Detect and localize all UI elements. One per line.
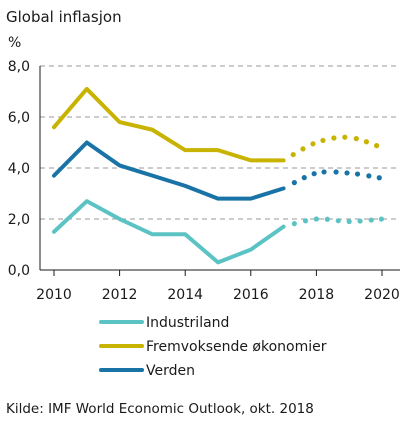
forecast-point: [344, 170, 350, 176]
x-tick-label: 2010: [36, 287, 72, 303]
axes: 0,0 2,0 4,0 6,0 8,0 2010 2012 2014 2016 2018 2020: [8, 59, 400, 303]
forecast-point: [363, 139, 370, 145]
forecast-point: [354, 171, 361, 177]
forecast-point: [310, 141, 316, 147]
y-tick-label: 4,0: [8, 161, 30, 177]
forecast-point: [376, 175, 382, 181]
forecast-point: [320, 137, 326, 144]
forecast-point: [301, 175, 307, 181]
legend: Industriland Fremvoksende økonomier Verden: [99, 315, 327, 379]
forecast-point: [357, 218, 363, 224]
series-line: [52, 140, 286, 201]
legend-label: Fremvoksende økonomier: [146, 339, 327, 355]
forecast-point: [300, 146, 306, 152]
x-tick-label: 2018: [299, 287, 335, 303]
forecast-point: [313, 216, 319, 222]
source-note: Kilde: IMF World Economic Outlook, okt. …: [6, 401, 314, 417]
chart-title: Global inflasjon: [6, 8, 122, 26]
forecast-point: [324, 216, 330, 222]
forecast-point: [366, 173, 372, 179]
y-tick-label: 8,0: [8, 59, 30, 75]
y-tick-label: 6,0: [8, 110, 30, 126]
grid: [40, 65, 400, 220]
legend-label: Industriland: [146, 315, 229, 331]
forecast-point: [346, 218, 352, 225]
series-layer: [52, 86, 385, 265]
forecast-point: [342, 134, 348, 140]
x-tick-label: 2014: [167, 287, 203, 303]
forecast-point: [353, 136, 359, 142]
forecast-point: [290, 151, 296, 158]
forecast-point: [331, 135, 337, 141]
forecast-point: [311, 171, 317, 177]
forecast-point: [368, 217, 374, 223]
forecast-point: [378, 216, 385, 222]
series-line: [52, 199, 286, 265]
x-tick-label: 2020: [364, 287, 400, 303]
x-tick-label: 2012: [102, 287, 138, 303]
forecast-point: [373, 143, 380, 149]
series-line: [52, 86, 286, 163]
forecast-point: [333, 169, 339, 175]
x-tick-label: 2016: [233, 287, 269, 303]
forecast-point: [291, 221, 297, 227]
y-axis-unit: %: [8, 35, 21, 51]
forecast-point: [302, 218, 309, 224]
forecast-point: [335, 218, 341, 224]
forecast-point: [291, 180, 297, 186]
y-tick-label: 2,0: [8, 212, 30, 228]
y-tick-label: 0,0: [8, 263, 30, 279]
legend-label: Verden: [146, 363, 195, 379]
forecast-point: [321, 169, 327, 175]
